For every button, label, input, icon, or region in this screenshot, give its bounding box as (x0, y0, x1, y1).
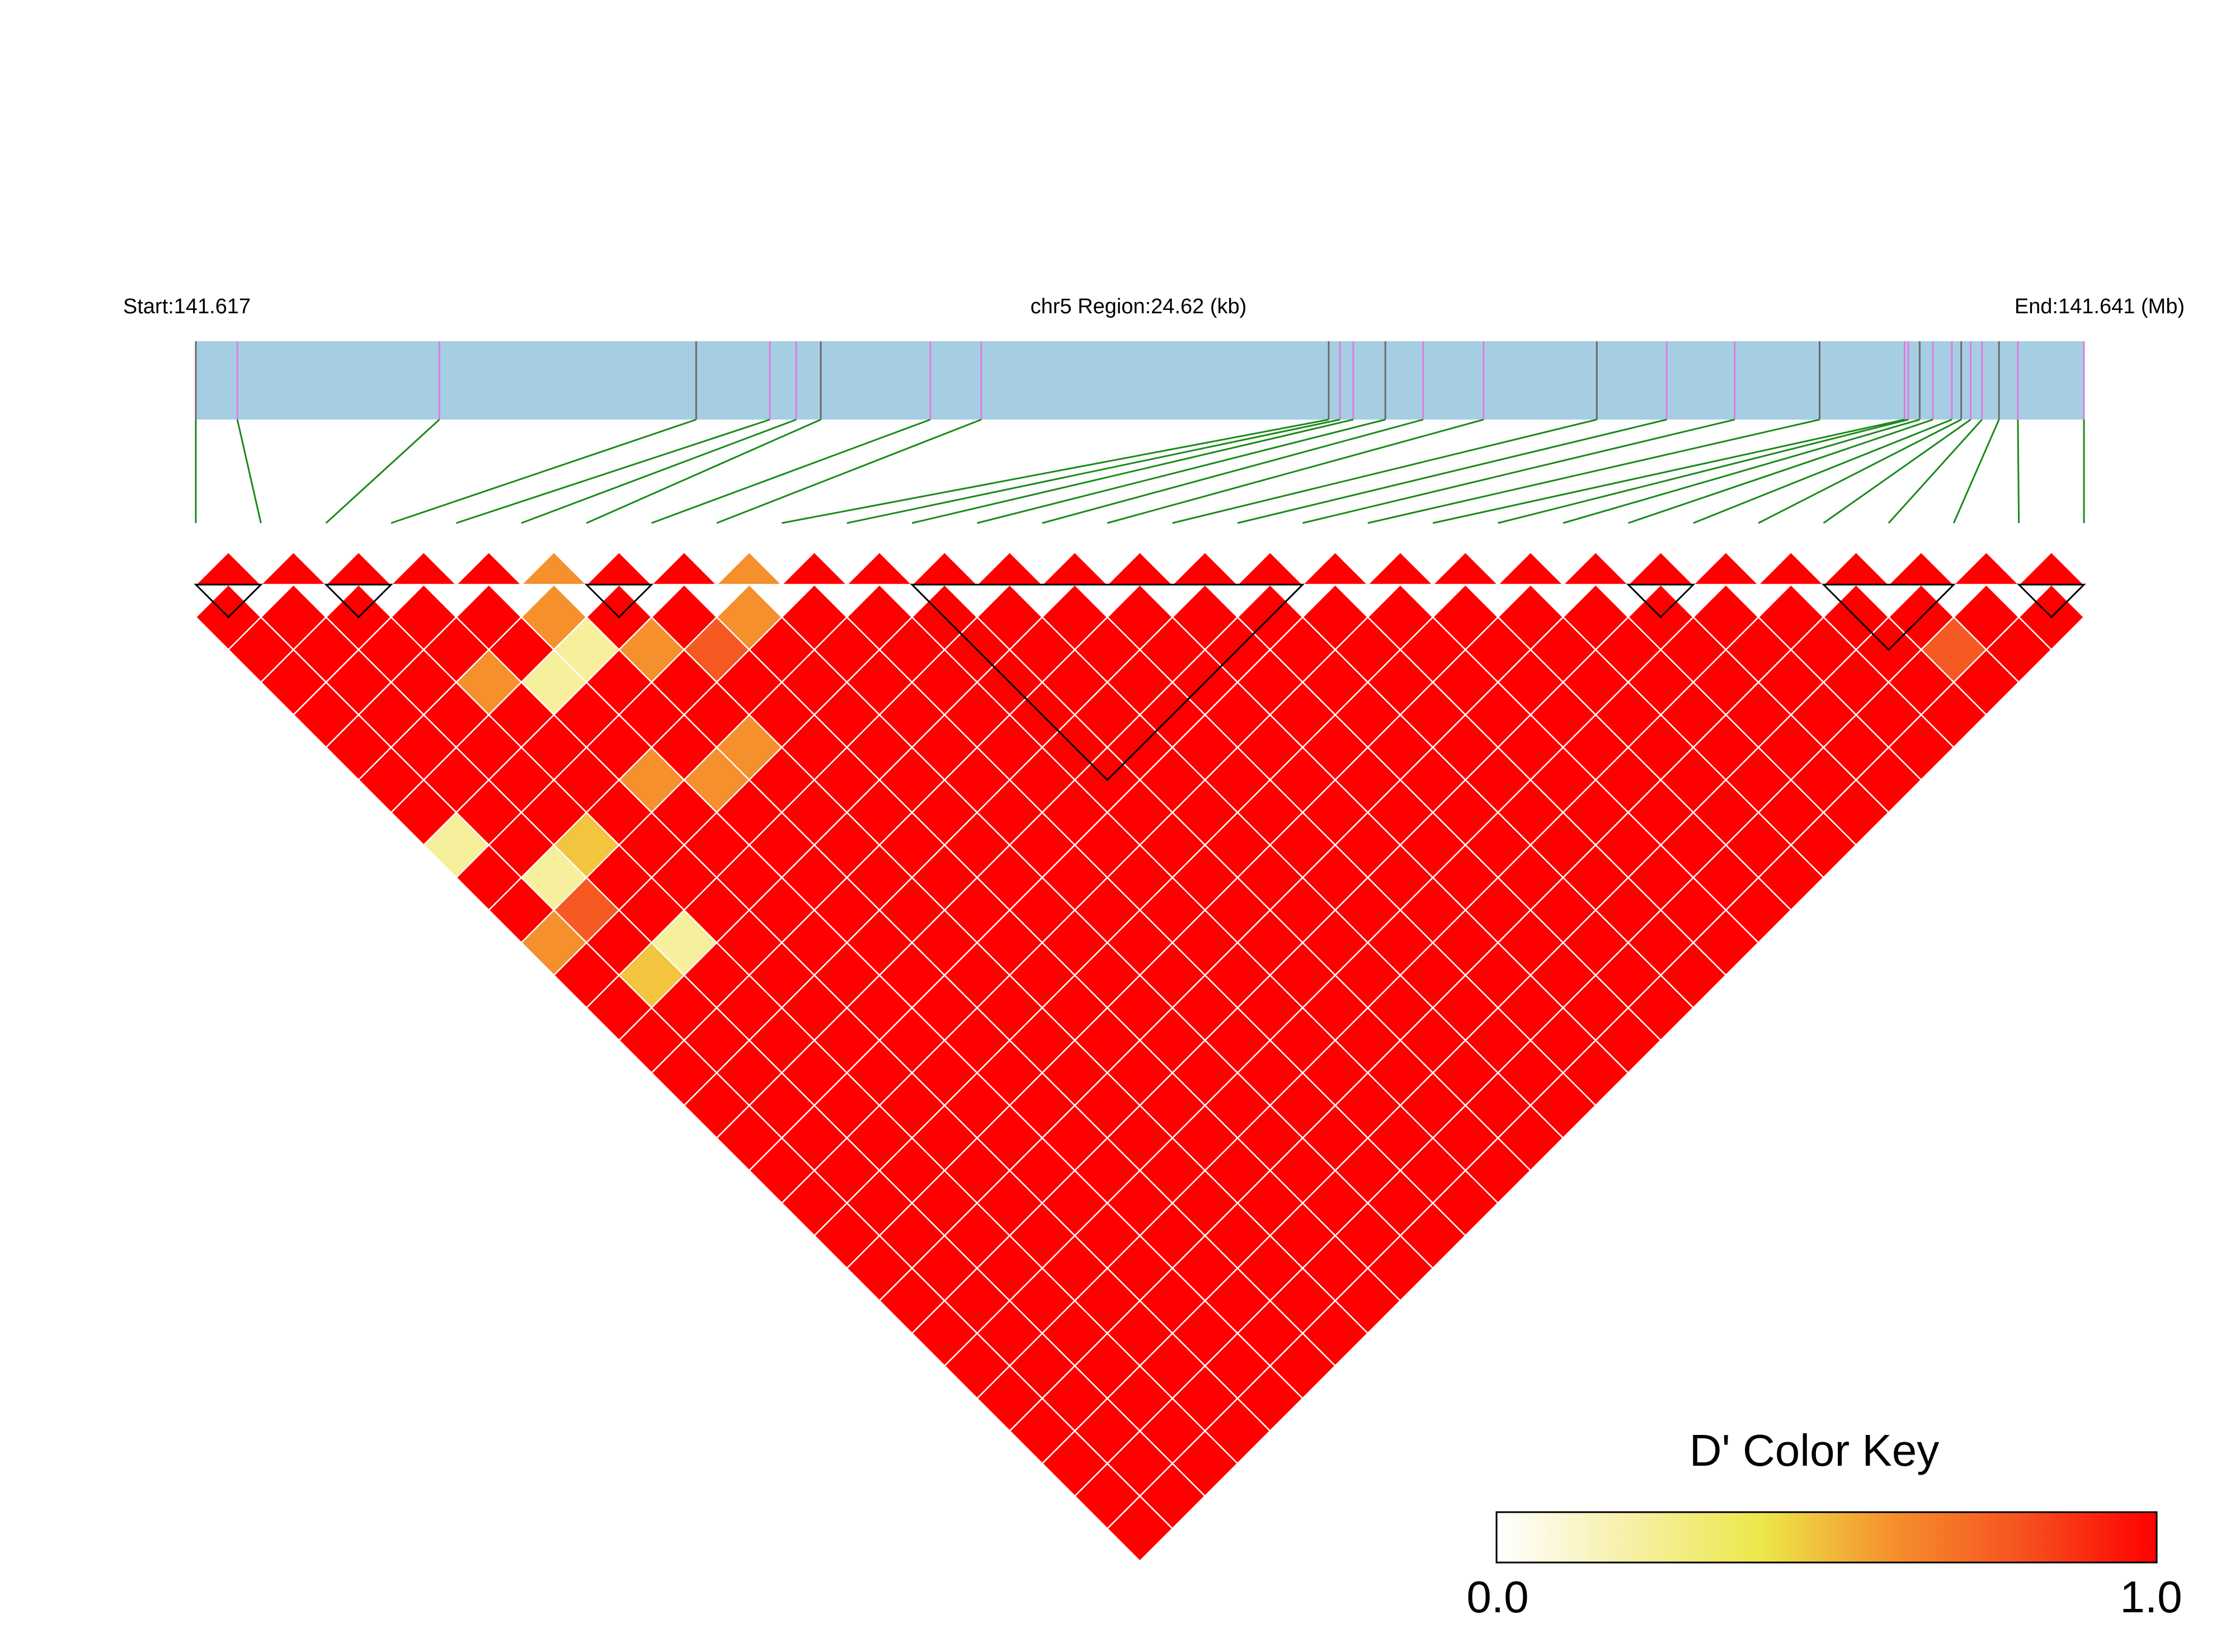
snp-connector-7 (651, 418, 931, 524)
snp-connector-20 (1498, 418, 1909, 524)
ld-cap-26 (1886, 551, 1956, 586)
color-key-min-label: 0.0 (1466, 1572, 1528, 1622)
hap-block-0 (194, 583, 264, 619)
gene-track-bar (196, 341, 2084, 420)
snp-connector-16 (1237, 418, 1667, 524)
snp-connector-8 (716, 418, 982, 524)
hap-block-2 (584, 583, 654, 619)
ld-cap-14 (1105, 551, 1174, 586)
snp-connector-27 (1952, 419, 2000, 524)
color-key-max-label: 1.0 (2120, 1572, 2182, 1622)
ld-cap-12 (975, 551, 1044, 586)
snp-connector-13 (1042, 418, 1424, 524)
snp-connector-21 (1563, 418, 1920, 524)
snp-connector-5 (521, 418, 797, 524)
ld-cap-17 (1301, 551, 1370, 586)
ld-cap-16 (1236, 551, 1305, 586)
snp-position-ticks (195, 341, 2085, 420)
snp-connector-lines (195, 418, 2085, 524)
snp-connector-4 (456, 418, 770, 524)
snp-connector-28 (2017, 419, 2020, 524)
ld-cap-23 (1691, 551, 1761, 586)
ld-cap-0 (194, 551, 263, 586)
region-start-label: Start:141.617 (123, 295, 251, 318)
snp-connector-23 (1693, 418, 1952, 524)
ld-cap-8 (715, 551, 784, 586)
ld-cell-0-29 (1106, 1495, 1174, 1562)
ld-cap-1 (259, 551, 328, 586)
hap-block-6 (2016, 583, 2086, 619)
ld-cap-18 (1366, 551, 1435, 586)
ld-cap-24 (1757, 551, 1825, 586)
ld-cap-22 (1626, 551, 1695, 586)
snp-connector-6 (586, 418, 821, 524)
snp-connector-14 (1107, 418, 1484, 524)
snp-connector-25 (1823, 418, 1971, 524)
color-key-gradient-bar (1495, 1511, 2158, 1564)
ld-cap-27 (1952, 551, 2021, 586)
ld-cap-13 (1040, 551, 1109, 586)
snp-connector-17 (1302, 418, 1735, 524)
ld-cell-grid (194, 551, 2086, 1562)
ld-cap-11 (910, 551, 979, 586)
snp-connector-24 (1758, 418, 1962, 524)
snp-connector-18 (1367, 418, 1820, 524)
ld-cap-10 (845, 551, 914, 586)
ld-cap-9 (780, 551, 849, 586)
snp-connector-26 (1888, 418, 1983, 524)
snp-connector-15 (1172, 418, 1597, 524)
snp-connector-19 (1432, 418, 1905, 524)
ld-cap-21 (1561, 551, 1630, 586)
color-key: D' Color Key 0.0 1.0 (1466, 1425, 2182, 1622)
region-end-label: End:141.641 (Mb) (2015, 295, 2185, 318)
ld-cap-25 (1822, 551, 1890, 586)
ld-cap-15 (1170, 551, 1240, 586)
snp-connector-1 (236, 419, 262, 524)
ld-cap-5 (519, 551, 589, 586)
hap-block-1 (324, 583, 393, 619)
hap-block-4 (1626, 583, 1696, 619)
snp-connector-10 (846, 418, 1340, 524)
haplotype-block-outlines (194, 583, 2086, 782)
ld-cap-3 (389, 551, 458, 586)
ld-cap-19 (1431, 551, 1500, 586)
region-center-label: chr5 Region:24.62 (kb) (1031, 295, 1247, 318)
color-key-title: D' Color Key (1690, 1425, 1940, 1475)
snp-connector-22 (1627, 418, 1933, 524)
ld-cap-4 (454, 551, 523, 586)
ld-cap-6 (585, 551, 653, 586)
hap-block-3 (910, 583, 1305, 782)
snp-connector-3 (390, 418, 697, 524)
snp-connector-11 (911, 418, 1354, 524)
snp-connector-9 (782, 418, 1329, 524)
ld-cap-28 (2017, 551, 2086, 586)
ld-cap-7 (650, 551, 719, 586)
snp-connector-12 (977, 418, 1386, 524)
snp-connector-2 (325, 418, 440, 524)
ld-cap-2 (324, 551, 393, 586)
ld-cap-20 (1496, 551, 1565, 586)
hap-block-5 (1821, 583, 1956, 651)
